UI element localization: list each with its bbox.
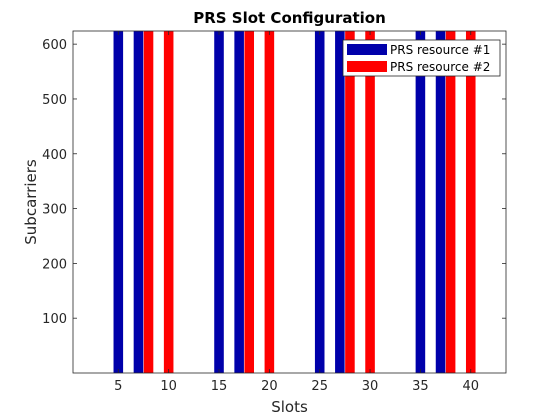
x-tick-label: 40 — [462, 379, 479, 394]
y-tick-label: 100 — [42, 312, 67, 327]
bar-resource-1-slot-35 — [415, 31, 426, 373]
x-tick-label: 25 — [311, 379, 328, 394]
bar-resource-1-slot-5 — [113, 31, 124, 373]
y-axis-label: Subcarriers — [22, 159, 40, 245]
bar-resource-2-slot-18 — [244, 31, 255, 373]
bar-resource-2-slot-10 — [163, 31, 174, 373]
x-tick-label: 5 — [114, 379, 122, 394]
bar-resource-2-slot-28 — [345, 31, 355, 373]
bar-resource-2-slot-20 — [264, 31, 275, 373]
bar-resource-1-slot-17 — [234, 31, 244, 373]
bar-resource-1-slot-25 — [314, 31, 325, 373]
bar-resource-2-slot-30 — [365, 31, 375, 373]
legend-label-resource-2: PRS resource #2 — [390, 60, 490, 74]
y-tick-label: 400 — [42, 148, 67, 163]
x-axis-label: Slots — [271, 398, 308, 416]
bar-resource-2-slot-40 — [465, 31, 476, 373]
bars-layer — [113, 31, 476, 373]
x-tick-label: 15 — [211, 379, 228, 394]
legend-swatch-resource-2 — [347, 61, 387, 72]
x-tick-label: 10 — [160, 379, 177, 394]
legend-swatch-resource-1 — [347, 44, 387, 55]
x-tick-label: 30 — [362, 379, 379, 394]
chart-title: PRS Slot Configuration — [193, 9, 386, 27]
bar-resource-2-slot-38 — [445, 31, 456, 373]
y-tick-label: 500 — [42, 93, 67, 108]
bar-resource-2-slot-8 — [143, 31, 154, 373]
legend-label-resource-1: PRS resource #1 — [390, 43, 490, 57]
bar-resource-1-slot-37 — [435, 31, 446, 373]
y-tick-label: 600 — [42, 38, 67, 53]
ticks-layer: 5 10 15 20 25 30 35 40 100 200 300 400 500 600 — [42, 31, 506, 394]
y-tick-label: 300 — [42, 203, 67, 218]
plot-frame — [72, 30, 507, 374]
bar-resource-1-slot-15 — [214, 31, 224, 373]
bar-resource-1-slot-7 — [133, 31, 144, 373]
x-tick-label: 35 — [412, 379, 429, 394]
y-tick-label: 200 — [42, 257, 67, 272]
bar-resource-1-slot-27 — [335, 31, 345, 373]
legend: PRS resource #1 PRS resource #2 — [342, 39, 501, 77]
x-tick-label: 20 — [261, 379, 278, 394]
